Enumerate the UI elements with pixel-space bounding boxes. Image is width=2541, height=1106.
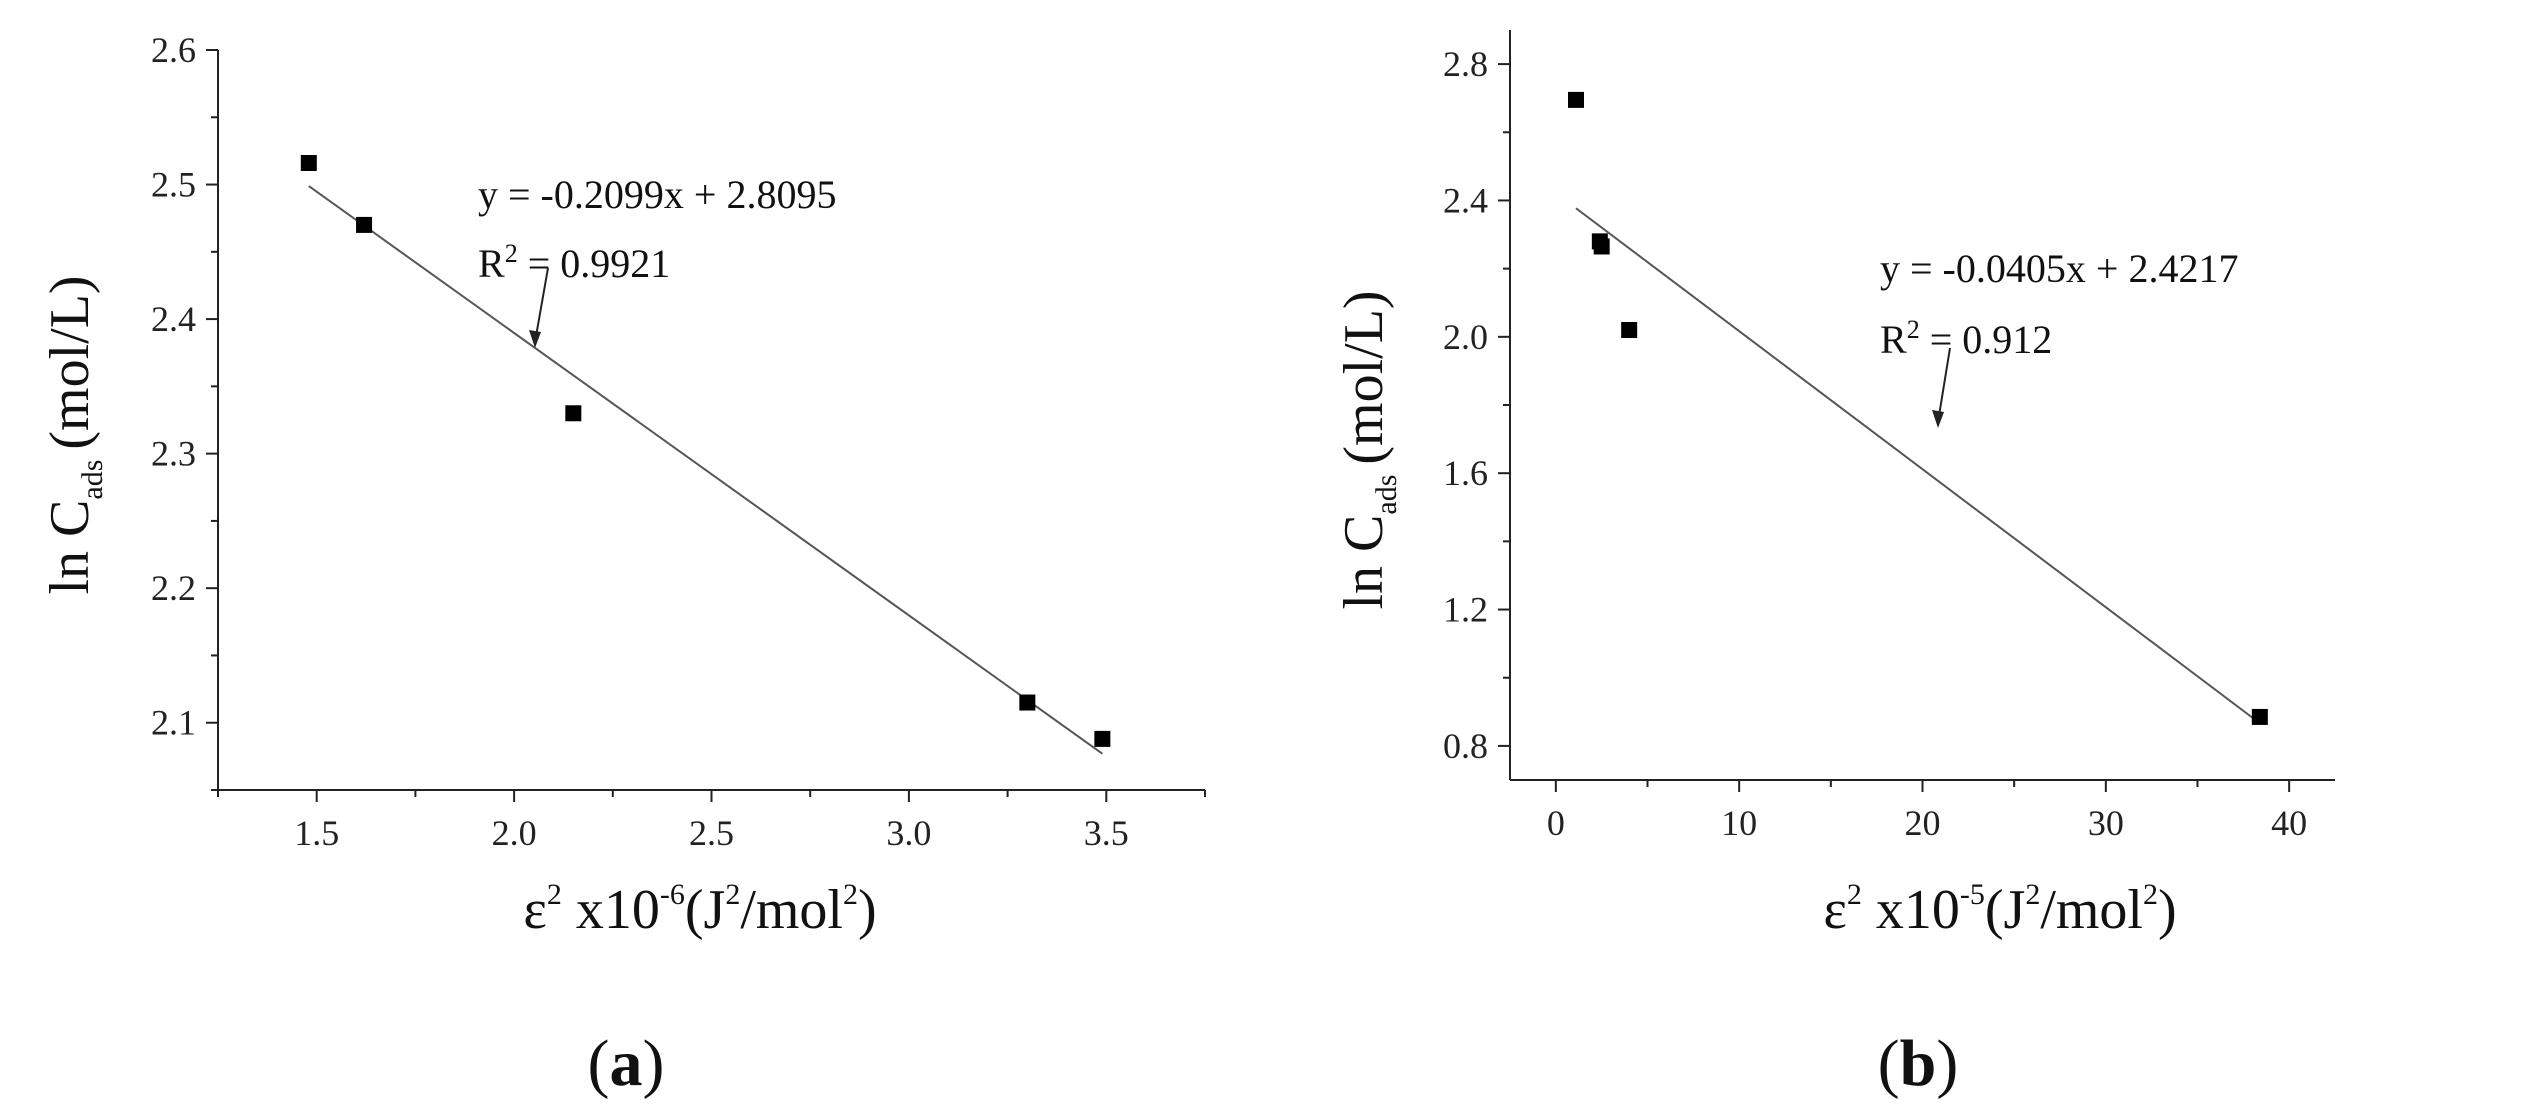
chart-b-x-tick-label: 10 [1721,803,1757,843]
chart-b-data-point [1568,91,1584,108]
chart-b-y-tick-label: 1.6 [1443,453,1488,493]
chart-a-x-tick-label: 2.5 [689,813,734,853]
chart-a-regression-line [308,185,1103,755]
chart-a-points [300,155,1111,747]
chart-b-data-point [1593,238,1610,255]
chart-a-x-tick-label: 2.0 [492,813,537,853]
chart-a-ticks: 1.5 2.0 2.5 3.0 3.5 2.1 2.2 2.3 2.4 2.5 2.6 [151,30,1206,853]
chart-b-x-tick-label: 40 [2271,803,2307,843]
chart-b-data-point [1621,322,1638,338]
chart-a-y-tick-label: 2.1 [151,703,196,743]
chart-b-r2: R2 = 0.912 [1880,315,2052,362]
chart-a-data-point [565,405,582,422]
chart-b-x-tick-label: 0 [1547,803,1565,843]
chart-b-annotation-arrow [1932,347,1951,428]
chart-b-x-tick-label: 20 [1905,803,1941,843]
chart-b-y-tick-label: 2.4 [1443,180,1488,220]
chart-b-x-axis-title: ε2 x10-5(J2/mol2) [1823,878,2176,941]
chart-a-data-point [356,216,373,233]
chart-a: 1.5 2.0 2.5 3.0 3.5 2.1 2.2 2.3 2.4 2.5 2.6 y = -0… [39,30,1206,1100]
chart-a-axes [217,50,1205,791]
chart-a-data-point [300,155,317,172]
chart-a-y-tick-label: 2.5 [151,165,196,205]
chart-a-y-tick-label: 2.4 [151,299,196,339]
chart-a-fit-line [308,185,1103,755]
chart-a-r2: R2 = 0.9921 [478,239,670,286]
chart-b-points [1568,91,2268,725]
chart-b-y-tick-label: 2.0 [1443,317,1488,357]
chart-a-data-point [1019,694,1036,711]
chart-b-y-axis-title: ln Cads(mol/L) [1333,290,1403,609]
chart-b-y-tick-label: 2.8 [1443,44,1488,84]
chart-a-x-tick-label: 3.5 [1084,813,1129,853]
chart-a-equation: y = -0.2099x + 2.8095 [478,172,836,217]
chart-b-equation: y = -0.0405x + 2.4217 [1880,246,2238,291]
chart-a-y-tick-label: 2.2 [151,568,196,608]
chart-b-y-tick-label: 0.8 [1443,726,1488,766]
chart-a-x-tick-label: 3.0 [886,813,931,853]
chart-a-y-axis-title: ln Cads(mol/L) [39,275,109,594]
chart-b-ticks: 0 10 20 30 40 0.8 1.2 1.6 2.0 2.4 2.8 [1443,44,2307,843]
chart-b-fit-line [1575,207,2261,725]
chart-a-y-tick-label: 2.3 [151,434,196,474]
chart-b-regression-line [1575,207,2261,725]
chart-b: 0 10 20 30 40 0.8 1.2 1.6 2.0 2.4 2.8 y = -0.0405x… [1333,30,2335,1100]
chart-a-x-axis-title: ε2 x10-6(J2/mol2) [523,878,876,941]
chart-a-x-tick-label: 1.5 [294,813,339,853]
chart-b-x-tick-label: 30 [2088,803,2124,843]
chart-a-annotation-arrow [529,267,549,348]
chart-a-y-tick-label: 2.6 [151,30,196,70]
chart-b-y-tick-label: 1.2 [1443,590,1488,630]
chart-a-data-point [1094,730,1111,747]
chart-b-data-point [2251,708,2268,725]
panel-label-a: (a) [588,1027,665,1100]
panel-label-b: (b) [1878,1027,1959,1100]
chart-b-axes [1509,30,2335,781]
